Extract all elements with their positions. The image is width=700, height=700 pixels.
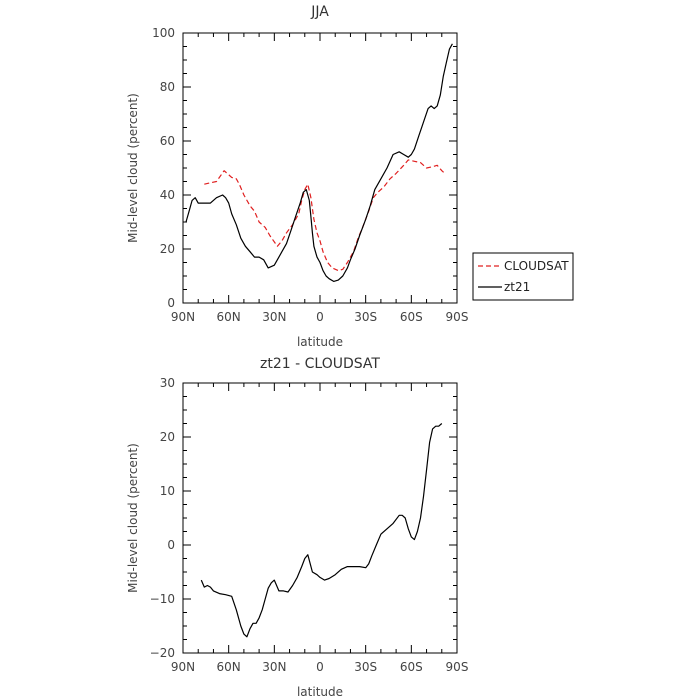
top-y-tick-label: 100 xyxy=(152,26,175,40)
top-x-axis-label: latitude xyxy=(297,335,343,349)
top-axis-ticks: 90N 60N 30N 0 30S 60S 90S 0 20 40 60 80 100 xyxy=(152,26,468,324)
legend-label-cloudsat: CLOUDSAT xyxy=(504,259,569,273)
legend-label-zt21: zt21 xyxy=(504,280,530,294)
top-y-tick-label: 60 xyxy=(160,134,175,148)
bottom-x-tick-label: 0 xyxy=(316,660,324,674)
bottom-series-lines xyxy=(200,423,443,638)
top-x-tick-label: 90S xyxy=(446,310,469,324)
bottom-x-tick-label: 30N xyxy=(262,660,286,674)
top-y-tick-label: 0 xyxy=(167,296,175,310)
bottom-x-tick-label: 90S xyxy=(446,660,469,674)
top-y-axis-label: Mid-level cloud (percent) xyxy=(126,93,140,243)
bottom-panel: zt21 - CLOUDSAT latitude Mid-level cloud… xyxy=(126,356,468,699)
top-series-line-cloudsat xyxy=(204,159,446,272)
bottom-x-tick-label: 60S xyxy=(400,660,423,674)
top-y-tick-label: 80 xyxy=(160,80,175,94)
bottom-y-tick-label: 10 xyxy=(160,484,175,498)
bottom-y-tick-label: 20 xyxy=(160,430,175,444)
top-y-tick-label: 20 xyxy=(160,242,175,256)
bottom-x-tick-label: 90N xyxy=(171,660,195,674)
bottom-x-tick-label: 60N xyxy=(217,660,241,674)
top-x-tick-label: 60N xyxy=(217,310,241,324)
bottom-chart-title: zt21 - CLOUDSAT xyxy=(260,356,380,372)
top-x-tick-label: 30S xyxy=(354,310,377,324)
top-series-line-zt21 xyxy=(185,43,453,282)
bottom-y-tick-label: 0 xyxy=(167,538,175,552)
bottom-y-tick-label: 30 xyxy=(160,376,175,390)
top-x-tick-label: 30N xyxy=(262,310,286,324)
legend-box xyxy=(472,252,574,301)
top-panel: JJA latitude Mid-level cloud (percent) 9… xyxy=(126,4,468,349)
top-x-tick-label: 90N xyxy=(171,310,195,324)
bottom-axis-ticks: 90N 60N 30N 0 30S 60S 90S −20 −10 0 10 20 30 xyxy=(150,376,469,674)
bottom-x-tick-label: 30S xyxy=(354,660,377,674)
top-x-tick-label: 60S xyxy=(400,310,423,324)
top-y-tick-label: 40 xyxy=(160,188,175,202)
top-x-tick-label: 0 xyxy=(316,310,324,324)
bottom-y-tick-label: −10 xyxy=(150,592,175,606)
top-chart-title: JJA xyxy=(310,4,329,20)
bottom-y-axis-label: Mid-level cloud (percent) xyxy=(126,443,140,593)
bottom-y-tick-label: −20 xyxy=(150,646,175,660)
bottom-x-axis-label: latitude xyxy=(297,685,343,699)
bottom-series-line-series-0 xyxy=(200,423,443,638)
top-series-lines xyxy=(185,43,453,282)
legend: CLOUDSAT zt21 xyxy=(472,252,574,301)
bottom-plot-frame xyxy=(182,382,458,654)
